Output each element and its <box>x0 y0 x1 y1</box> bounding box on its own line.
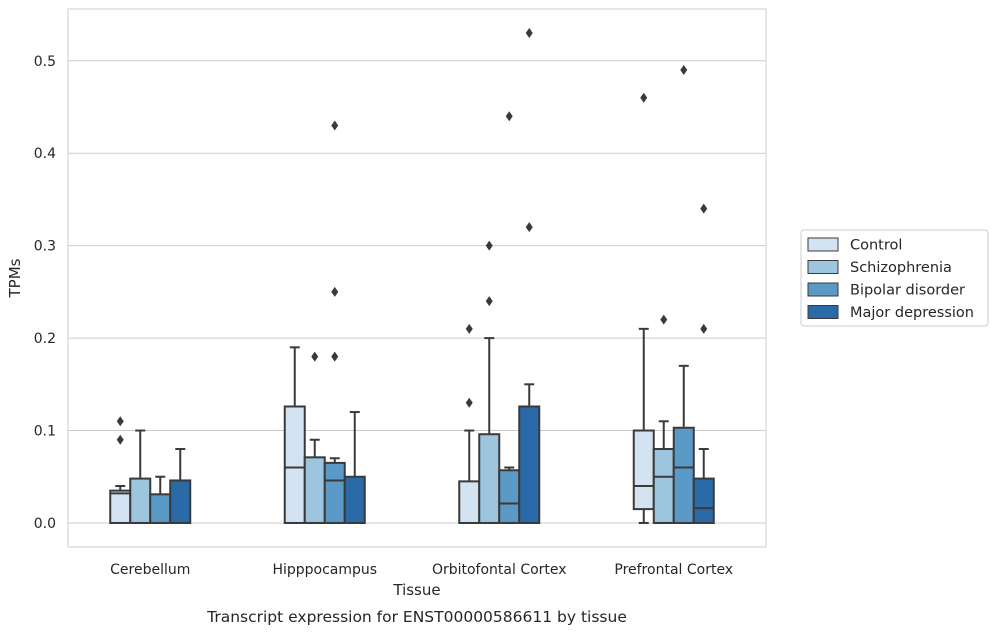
outlier-point <box>485 296 493 307</box>
outlier-point <box>465 397 473 408</box>
y-axis-label: TPMs <box>6 258 24 298</box>
box-body <box>169 479 192 524</box>
outlier-point <box>700 323 708 334</box>
box-body <box>498 469 521 524</box>
box-schizophrenia <box>129 429 152 524</box>
y-tick-labels: 0.0 0.1 0.2 0.3 0.4 0.5 <box>34 54 56 532</box>
x-axis-label: Tissue <box>392 581 440 599</box>
x-tick-label: Hipppocampus <box>272 562 377 578</box>
outlier-markers <box>116 28 708 445</box>
box-body <box>109 489 132 524</box>
legend-swatch <box>807 237 839 252</box>
legend-swatch <box>807 282 839 297</box>
box-schizophrenia <box>303 438 326 524</box>
y-tick-label: 0.1 <box>34 424 56 440</box>
plot-area-frame <box>67 8 767 548</box>
box-body <box>672 426 695 524</box>
box-bipolar-disorder <box>498 466 521 524</box>
box-schizophrenia <box>652 420 675 524</box>
outlier-point <box>640 92 648 103</box>
x-tick-labels: Cerebellum Hipppocampus Orbitofontal Corte… <box>110 562 733 578</box>
box-major-depression <box>518 383 541 524</box>
box-body <box>343 475 366 524</box>
outlier-point <box>116 434 124 445</box>
outlier-point <box>485 240 493 251</box>
box-major-depression <box>169 448 192 524</box>
box-body <box>283 405 306 524</box>
outlier-point <box>660 314 668 325</box>
box-body <box>149 493 172 524</box>
box-body <box>518 405 541 524</box>
y-tick-label: 0.4 <box>34 146 56 162</box>
box-body <box>478 433 501 524</box>
box-control <box>109 484 132 524</box>
outlier-point <box>525 28 533 39</box>
outlier-point <box>505 111 513 122</box>
box-bipolar-disorder <box>149 475 172 524</box>
y-tick-label: 0.3 <box>34 239 56 255</box>
box-plots <box>109 327 715 524</box>
y-tick-label: 0.5 <box>34 54 56 70</box>
box-control <box>458 429 481 524</box>
legend-label: Schizophrenia <box>850 260 952 276</box>
x-tick-label: Orbitofontal Cortex <box>432 562 567 578</box>
box-bipolar-disorder <box>323 457 346 524</box>
box-body <box>458 480 481 524</box>
legend-label: Control <box>850 238 902 254</box>
box-bipolar-disorder <box>672 364 695 524</box>
legend: Control Schizophrenia Bipolar disorder Majo… <box>800 229 989 327</box>
outlier-point <box>525 222 533 233</box>
x-tick-label: Prefrontal Cortex <box>614 562 733 578</box>
legend-label: Major depression <box>850 305 974 321</box>
box-schizophrenia <box>478 337 501 524</box>
y-tick-label: 0.2 <box>34 331 56 347</box>
outlier-point <box>331 120 339 131</box>
box-body <box>652 448 675 524</box>
box-control <box>283 346 306 524</box>
grid-lines <box>68 60 766 524</box>
legend-swatch <box>807 260 839 274</box>
box-body <box>632 429 655 511</box>
legend-swatch <box>807 305 839 319</box>
legend-frame <box>800 229 989 327</box>
box-body <box>323 461 346 524</box>
box-major-depression <box>343 411 366 524</box>
outlier-point <box>465 323 473 334</box>
outlier-point <box>700 203 708 214</box>
outlier-point <box>311 351 319 362</box>
outlier-point <box>331 286 339 297</box>
x-tick-label: Cerebellum <box>110 562 190 578</box>
figure-caption: Transcript expression for ENST0000058661… <box>206 608 627 626</box>
outlier-point <box>331 351 339 362</box>
box-control <box>632 327 655 524</box>
box-major-depression <box>692 448 715 524</box>
legend-label: Bipolar disorder <box>850 283 965 299</box>
outlier-point <box>116 416 124 427</box>
outlier-point <box>680 65 688 76</box>
y-tick-label: 0.0 <box>34 516 56 532</box>
box-body <box>692 477 715 524</box>
box-body <box>303 456 326 524</box>
box-body <box>129 477 152 524</box>
